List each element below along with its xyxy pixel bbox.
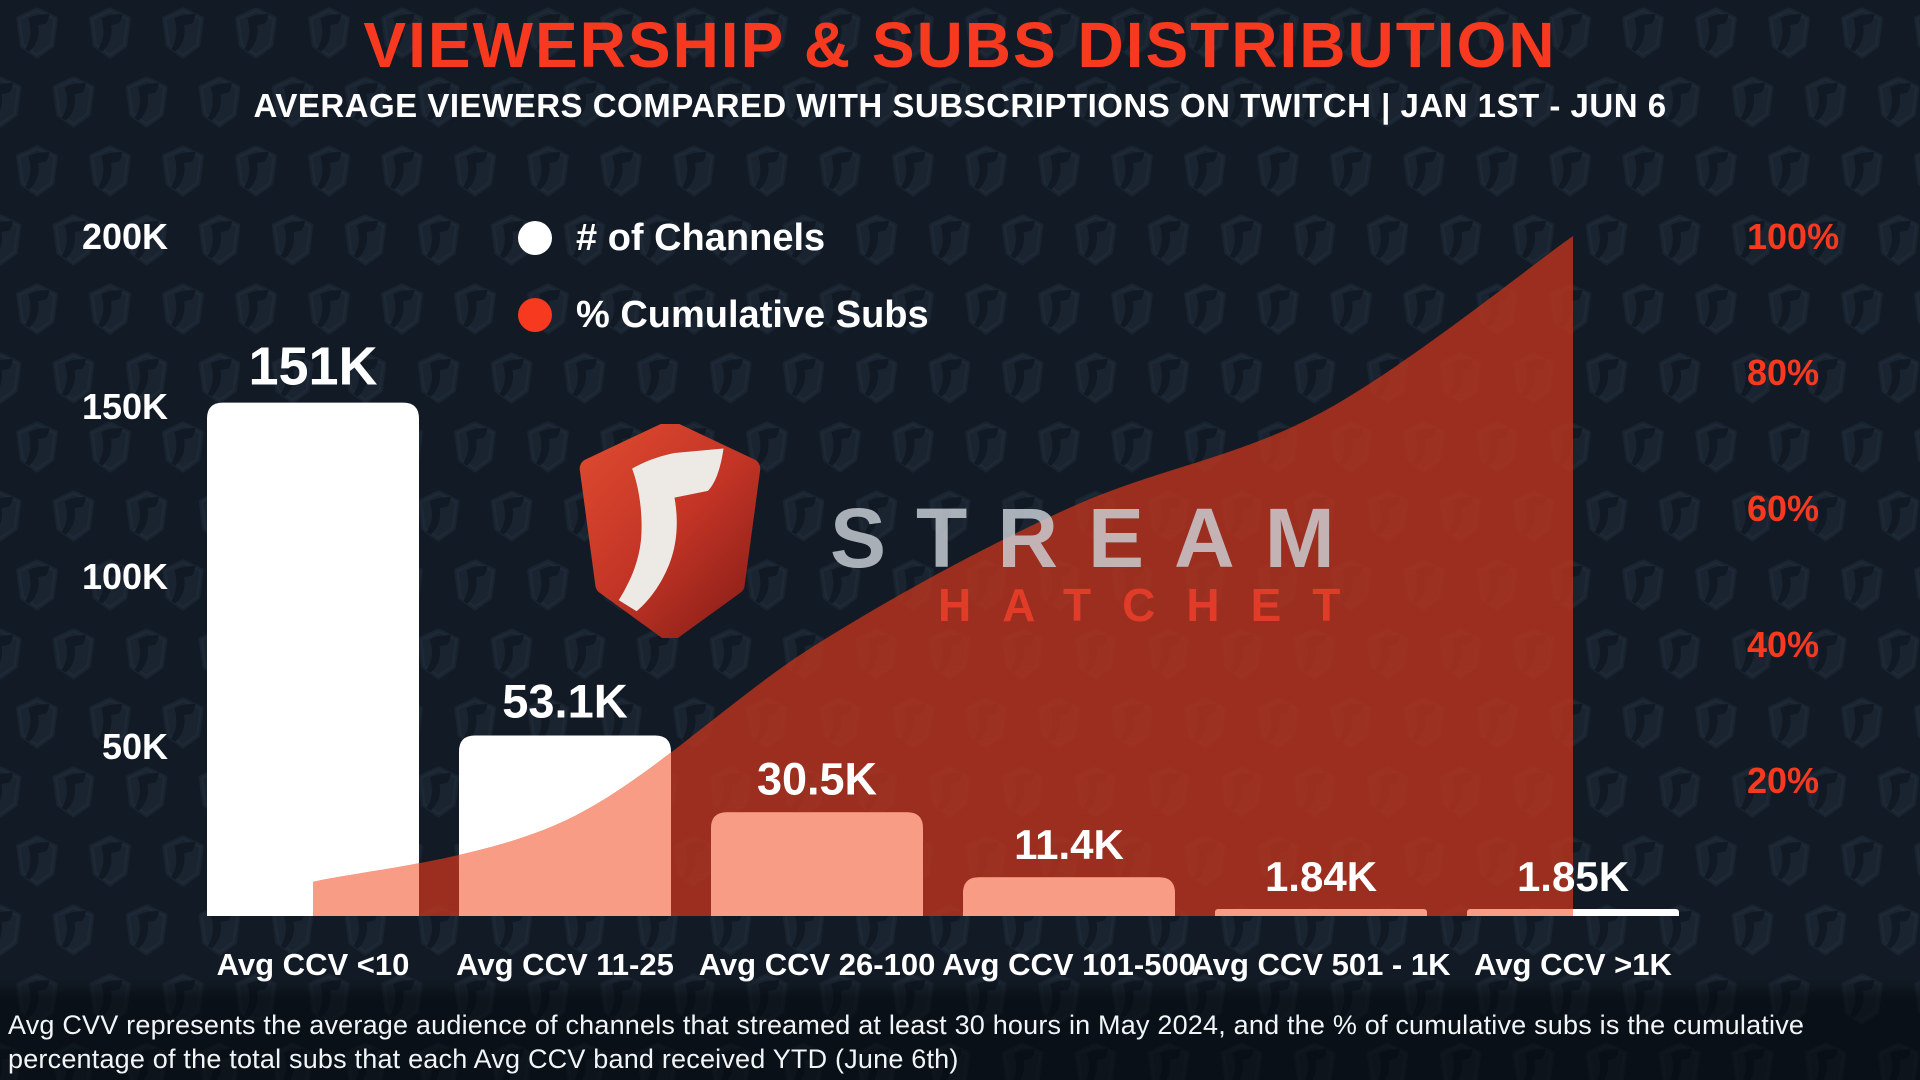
header: VIEWERSHIP & SUBS DISTRIBUTION AVERAGE V… <box>0 9 1920 125</box>
x-axis-category-label: Avg CCV 501 - 1K <box>1192 947 1452 982</box>
left-axis-tick-label: 150K <box>82 386 168 427</box>
right-axis-tick-label: 100% <box>1747 216 1839 257</box>
cumulative-subs-area <box>313 236 1573 916</box>
legend-label: % Cumulative Subs <box>576 293 929 336</box>
footer-band <box>0 978 1920 1080</box>
page-subtitle: AVERAGE VIEWERS COMPARED WITH SUBSCRIPTI… <box>253 87 1667 125</box>
footnote: Avg CVV represents the average audience … <box>8 1008 1804 1076</box>
legend-item-cumulative-subs: % Cumulative Subs <box>518 293 929 336</box>
brand-wordmark-stream: STREAM <box>830 491 1365 585</box>
x-axis-category-label: Avg CCV 11-25 <box>456 947 674 982</box>
channels-legend-dot-icon <box>518 221 552 255</box>
bar-value-label: 11.4K <box>1014 821 1124 868</box>
right-axis-tick-label: 60% <box>1747 488 1819 529</box>
x-axis-category-label: Avg CCV >1K <box>1474 947 1672 982</box>
hatchet-shield-icon <box>579 424 761 638</box>
footnote-line: Avg CVV represents the average audience … <box>8 1010 1805 1040</box>
bar-value-label: 30.5K <box>757 753 878 804</box>
left-axis-tick-label: 200K <box>82 216 168 257</box>
right-axis-tick-label: 20% <box>1747 760 1819 801</box>
page-title: VIEWERSHIP & SUBS DISTRIBUTION <box>363 9 1557 81</box>
legend-item-channels: # of Channels <box>518 216 929 259</box>
left-axis-tick-label: 100K <box>82 556 168 597</box>
cumulative-subs-legend-dot-icon <box>518 298 552 332</box>
bar-value-label: 53.1K <box>502 674 627 727</box>
right-axis-tick-label: 80% <box>1747 352 1819 393</box>
bar-value-label: 1.84K <box>1265 853 1377 900</box>
x-axis-category-label: Avg CCV 26-100 <box>699 947 936 982</box>
chart-legend: # of Channels % Cumulative Subs <box>518 216 929 373</box>
x-axis-category-label: Avg CCV 101-500 <box>942 947 1196 982</box>
left-axis-tick-label: 50K <box>102 726 168 767</box>
bar-value-label: 1.85K <box>1517 853 1629 900</box>
x-axis-category-label: Avg CCV <10 <box>217 947 410 982</box>
bar <box>207 402 419 917</box>
legend-label: # of Channels <box>576 216 826 259</box>
footnote-line: percentage of the total subs that each A… <box>8 1044 959 1074</box>
bar-value-label: 151K <box>248 337 377 397</box>
brand-wordmark-hatchet: HATCHET <box>938 579 1372 631</box>
right-axis-tick-label: 40% <box>1747 624 1819 665</box>
